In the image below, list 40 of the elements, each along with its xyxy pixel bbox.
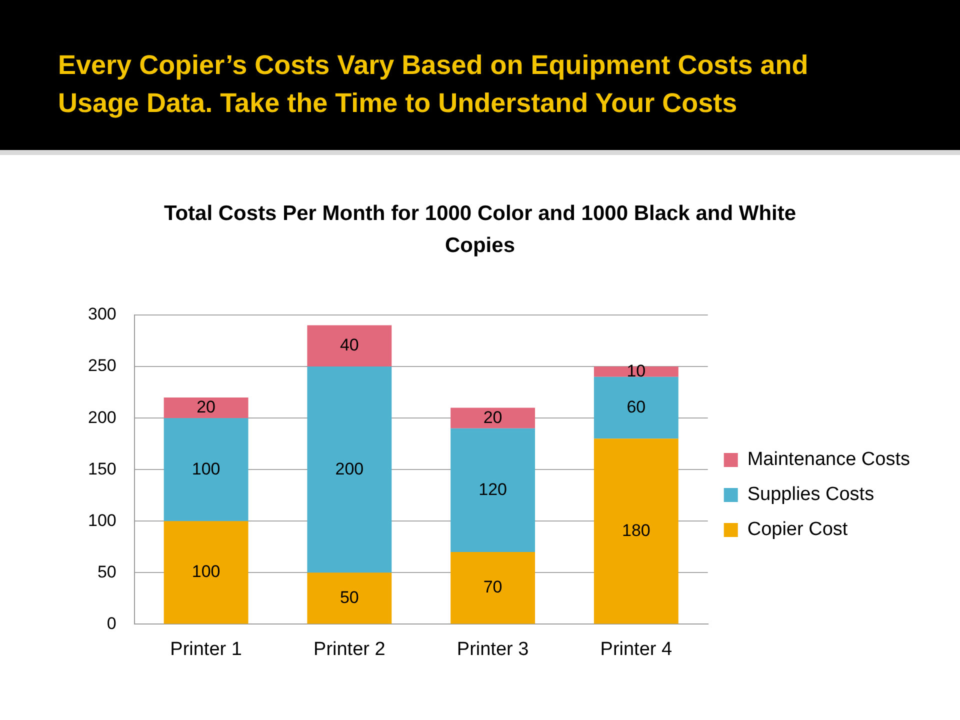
bar [450, 408, 536, 428]
bar [164, 418, 248, 522]
y-tick-label: 250 [88, 356, 116, 376]
legend-label: Maintenance Costs [747, 449, 910, 470]
y-tick-label: 200 [88, 408, 116, 427]
legend-label: Copier Cost [747, 519, 848, 540]
bar [164, 521, 248, 624]
data-label: 70 [483, 578, 502, 597]
y-tick-label: 0 [106, 614, 116, 633]
x-tick-label: Printer 1 [170, 638, 242, 660]
chart-subtitle: Total Costs Per Month for 1000 Color and 1000 Black and White Copies [162, 201, 798, 259]
data-label: 50 [340, 588, 359, 607]
bar [594, 438, 678, 624]
data-label: 100 [192, 562, 220, 582]
data-label: 60 [626, 397, 646, 416]
data-label: 20 [483, 408, 502, 427]
bar [450, 428, 536, 552]
y-tick-label: 50 [97, 562, 116, 582]
bar [450, 552, 536, 624]
legend-label: Supplies Costs [747, 484, 874, 506]
bar [307, 366, 392, 573]
data-label: 180 [622, 520, 650, 540]
bar [164, 397, 248, 418]
bar [307, 572, 392, 624]
data-label: 40 [340, 336, 359, 355]
data-label: 200 [335, 459, 364, 478]
data-label: 10 [626, 361, 646, 380]
bar [307, 325, 392, 367]
y-tick-label: 150 [88, 459, 116, 478]
bar [594, 376, 678, 439]
y-tick-label: 300 [88, 304, 116, 324]
bar [594, 366, 678, 377]
x-tick-label: Printer 2 [314, 638, 386, 660]
x-tick-label: Printer 3 [456, 638, 529, 660]
data-label: 120 [478, 480, 507, 499]
data-label: 20 [196, 397, 216, 416]
y-tick-label: 100 [88, 510, 116, 530]
chart-title: Every Copier’s Costs Vary Based on Equipment Costs and Usage Data. Take the Time to Understand Your Costs [58, 49, 810, 120]
data-label: 100 [192, 459, 220, 478]
x-tick-label: Printer 4 [600, 638, 673, 660]
